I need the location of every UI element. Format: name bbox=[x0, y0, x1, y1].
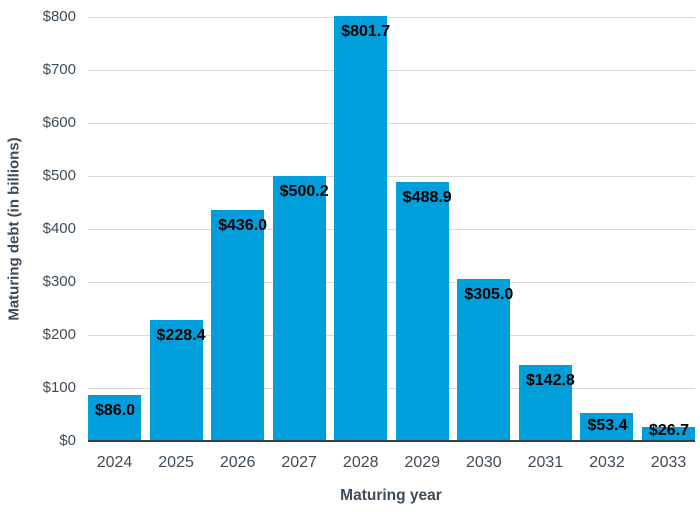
y-tick-label: $300 bbox=[42, 273, 76, 290]
gridline bbox=[88, 123, 695, 124]
x-tick-label-2030: 2030 bbox=[466, 454, 502, 471]
gridline bbox=[88, 70, 695, 71]
y-tick-label: $800 bbox=[42, 8, 76, 25]
bar-value-label: $488.9 bbox=[402, 188, 452, 206]
x-tick-label-2025: 2025 bbox=[158, 454, 194, 471]
bar-value-label: $26.7 bbox=[649, 421, 690, 439]
x-tick-label-2027: 2027 bbox=[281, 454, 317, 471]
gridline bbox=[88, 176, 695, 177]
bar-value-label: $436.0 bbox=[218, 216, 268, 234]
x-axis-title: Maturing year bbox=[340, 487, 442, 504]
bar-2024: $86.0 bbox=[88, 395, 141, 441]
bar-value-label: $500.2 bbox=[279, 182, 329, 200]
gridline bbox=[88, 17, 695, 18]
gridline bbox=[88, 229, 695, 230]
x-tick-label-2028: 2028 bbox=[342, 454, 379, 471]
gridline bbox=[88, 282, 695, 283]
bar-2026: $436.0 bbox=[211, 209, 268, 441]
bar-value-label: $305.0 bbox=[464, 286, 514, 304]
bar-value-label: $53.4 bbox=[587, 416, 628, 434]
x-tick-label-2033: 2033 bbox=[650, 454, 687, 471]
y-tick-label: $100 bbox=[42, 379, 76, 396]
y-tick-label: $400 bbox=[42, 220, 76, 237]
x-tick-label-2031: 2031 bbox=[527, 454, 564, 471]
y-tick-label: $500 bbox=[42, 167, 76, 184]
x-tick-label-2032: 2032 bbox=[589, 454, 625, 471]
bar-value-label: $86.0 bbox=[95, 402, 136, 420]
y-tick-label: $600 bbox=[42, 114, 76, 131]
y-tick-label: $200 bbox=[42, 326, 76, 343]
x-tick-label-2026: 2026 bbox=[219, 454, 256, 471]
y-tick-label: $700 bbox=[42, 61, 76, 78]
bar-2027: $500.2 bbox=[272, 175, 329, 441]
x-tick-label-2024: 2024 bbox=[96, 454, 133, 471]
bar-2033: $26.7 bbox=[642, 422, 695, 441]
bar-value-label: $142.8 bbox=[525, 372, 575, 390]
bar-2032: $53.4 bbox=[580, 412, 634, 441]
bar-2029: $488.9 bbox=[395, 181, 452, 441]
bar-2025: $228.4 bbox=[149, 319, 206, 441]
bar-2031: $142.8 bbox=[518, 365, 575, 441]
x-axis-line bbox=[88, 440, 695, 442]
bar-value-label: $801.7 bbox=[341, 23, 391, 41]
x-tick-label-2029: 2029 bbox=[404, 454, 441, 471]
bar-2028: $801.7 bbox=[334, 16, 391, 441]
gridline bbox=[88, 388, 695, 389]
bar-2030: $305.0 bbox=[457, 279, 514, 441]
y-tick-label: $0 bbox=[59, 432, 76, 449]
gridline bbox=[88, 335, 695, 336]
bar-value-label: $228.4 bbox=[156, 326, 206, 344]
